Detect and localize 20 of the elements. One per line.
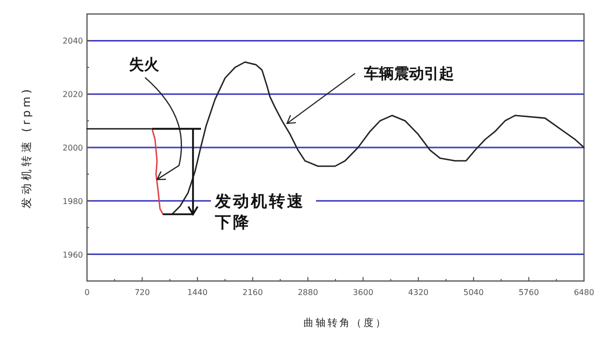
y-tick-label: 1980 bbox=[62, 196, 83, 206]
x-tick-label: 5040 bbox=[463, 288, 484, 297]
x-tick-label: 720 bbox=[134, 288, 150, 297]
x-axis-title: 曲轴转角（度） bbox=[304, 317, 388, 329]
y-tick-label: 2000 bbox=[62, 144, 83, 152]
y-tick-label: 2040 bbox=[62, 36, 83, 46]
x-tick-label: 2160 bbox=[242, 288, 263, 297]
x-tick-label: 4320 bbox=[408, 288, 429, 297]
annotation: 车辆震动引起 bbox=[363, 64, 454, 82]
y-tick-label: 2020 bbox=[62, 90, 83, 100]
y-axis-title: 发动机转速 (rpm) bbox=[20, 86, 33, 209]
x-tick-label: 0 bbox=[84, 288, 90, 297]
x-tick-label: 2880 bbox=[298, 288, 318, 297]
x-tick-label: 3600 bbox=[352, 288, 374, 297]
x-tick-label: 6480 bbox=[574, 288, 594, 297]
annotation: 失火 bbox=[129, 56, 160, 74]
annotation: 发动机转速下降 bbox=[214, 191, 305, 232]
x-tick-label: 1440 bbox=[187, 288, 208, 297]
y-tick-label: 1960 bbox=[62, 250, 83, 260]
x-tick-label: 5760 bbox=[518, 288, 539, 297]
